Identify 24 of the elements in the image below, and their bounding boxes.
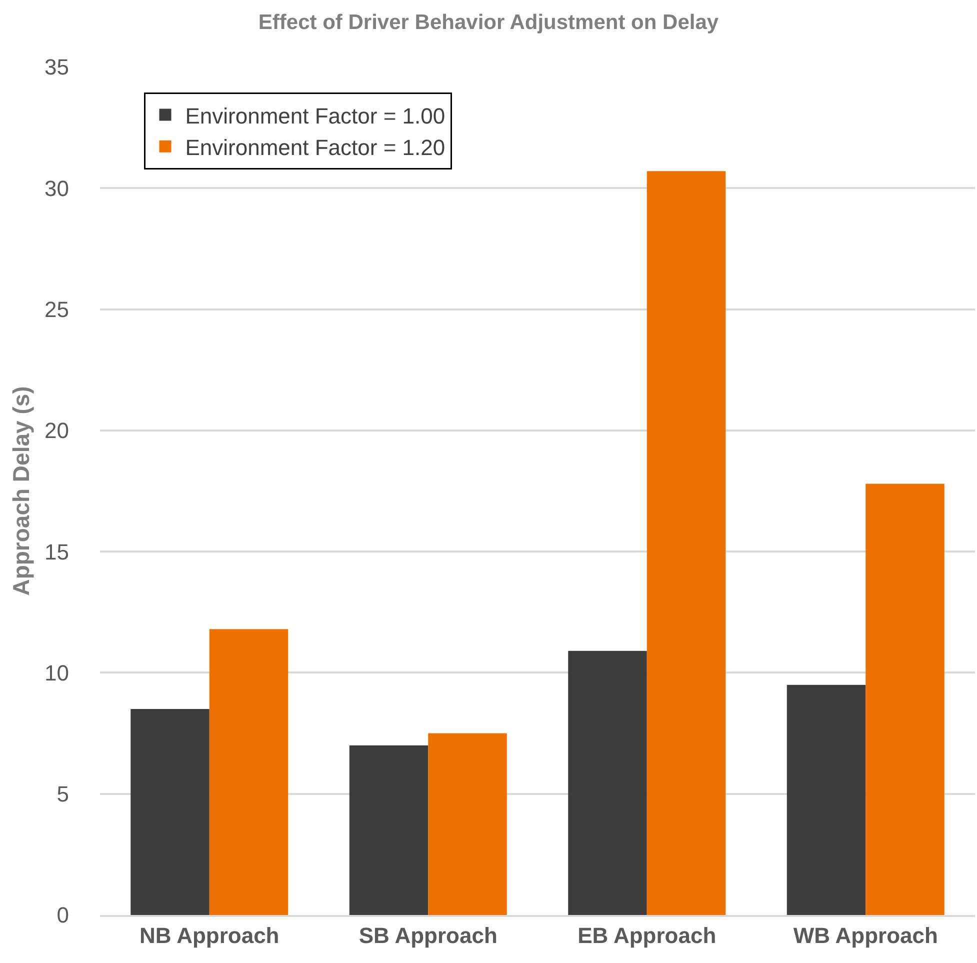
y-tick-label: 15 bbox=[44, 539, 69, 564]
legend-label: Environment Factor = 1.20 bbox=[185, 134, 446, 160]
x-tick-label: EB Approach bbox=[578, 923, 716, 948]
bar bbox=[786, 684, 866, 915]
y-tick-label: 20 bbox=[44, 418, 69, 444]
y-tick-label: 0 bbox=[56, 902, 69, 928]
legend-label: Environment Factor = 1.00 bbox=[185, 103, 446, 128]
bar bbox=[568, 650, 647, 915]
bar bbox=[646, 171, 726, 915]
x-tick-label: WB Approach bbox=[793, 923, 938, 948]
y-tick-label: 30 bbox=[44, 176, 69, 201]
y-tick-label: 5 bbox=[56, 782, 69, 807]
y-tick-label: 25 bbox=[44, 296, 69, 322]
bar bbox=[349, 745, 428, 915]
y-axis-title: Approach Delay (s) bbox=[8, 386, 34, 596]
x-tick-label: SB Approach bbox=[358, 923, 498, 948]
bar bbox=[130, 709, 210, 915]
bar bbox=[866, 484, 944, 915]
chart-title: Effect of Driver Behavior Adjustment on Delay bbox=[258, 11, 719, 34]
bar bbox=[209, 629, 288, 915]
bar bbox=[428, 733, 507, 915]
y-tick-label: 10 bbox=[44, 660, 69, 686]
y-tick-label: 35 bbox=[44, 54, 69, 80]
x-tick-label: NB Approach bbox=[140, 923, 280, 948]
